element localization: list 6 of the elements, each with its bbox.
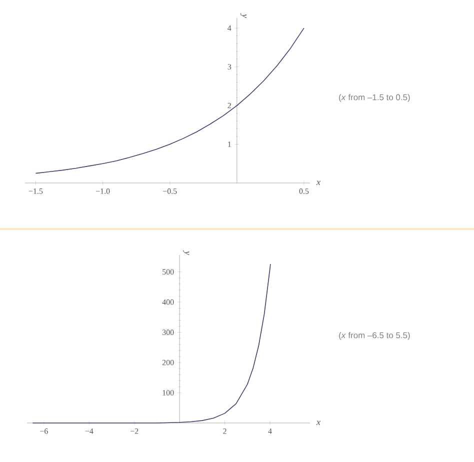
text: (x from –1.5 to 0.5) [339,94,410,102]
text: (x from –6.5 to 5.5) [339,332,410,340]
y-axis-title: y [183,250,190,255]
x-axis-title: x [316,420,320,426]
y-axis-title: y [240,13,246,18]
x-axis-title: x [316,180,320,186]
